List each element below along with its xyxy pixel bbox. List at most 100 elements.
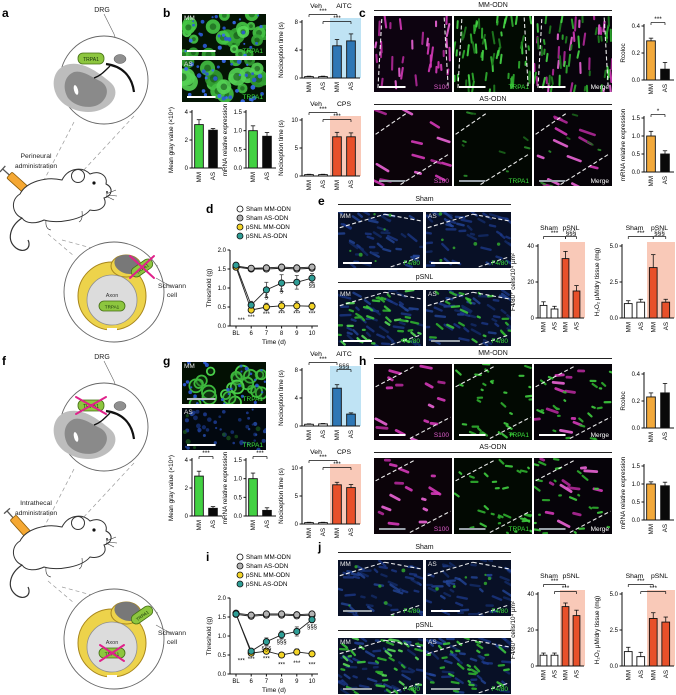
micrograph-stain-label: S100 bbox=[433, 178, 449, 185]
administration-label-line1: Perineural bbox=[21, 153, 52, 160]
svg-text:***: *** bbox=[263, 312, 271, 318]
svg-text:BL: BL bbox=[232, 331, 240, 337]
svg-text:***: *** bbox=[649, 585, 657, 592]
micrograph-s100-mm-odn: S100 bbox=[374, 16, 452, 92]
svg-text:0.0: 0.0 bbox=[632, 518, 641, 524]
svg-text:pSNL: pSNL bbox=[651, 573, 668, 580]
panel-f-diagram: DRG TRPA1 Intrathecal administration bbox=[3, 354, 186, 690]
drg-label: DRG bbox=[94, 354, 110, 361]
micrograph-stain-label: TRPA1 bbox=[242, 94, 263, 101]
svg-text:4: 4 bbox=[185, 458, 189, 464]
svg-text:6: 6 bbox=[250, 679, 254, 685]
header-sham-j-label: Sham bbox=[415, 544, 434, 551]
svg-text:***: *** bbox=[278, 662, 286, 668]
micrograph-corner-label: AS bbox=[428, 291, 437, 298]
panel-letter-b: b bbox=[163, 6, 171, 20]
svg-text:AITC: AITC bbox=[336, 351, 352, 358]
micrograph-corner-label: AS bbox=[428, 639, 437, 646]
svg-text:0.0: 0.0 bbox=[632, 78, 641, 84]
svg-text:10: 10 bbox=[309, 331, 316, 337]
trpa1-badge-label: TRPA1 bbox=[83, 57, 99, 63]
panel-letter-g: g bbox=[163, 354, 171, 368]
header-sham-j: Sham bbox=[338, 544, 511, 553]
svg-text:8: 8 bbox=[295, 368, 299, 374]
svg-text:0: 0 bbox=[531, 664, 535, 670]
svg-text:Nociception time (s): Nociception time (s) bbox=[278, 120, 285, 176]
svg-text:0.5: 0.5 bbox=[632, 152, 641, 158]
panel-letter-j: j bbox=[318, 540, 322, 554]
micrograph-corner-label: MM bbox=[340, 561, 351, 568]
micrograph-stain-label: F4/80 bbox=[403, 608, 420, 615]
micrograph-stain-label: F4/80 bbox=[403, 686, 420, 693]
chart-nociception-aitc-b: 0 4 8 MM AS MM AS Veh AITC *** *** Nociception time… bbox=[276, 0, 362, 109]
chart-mrna-b: 0.0 0.5 1.0 1.5 MM AS mRNA relative expression bbox=[220, 100, 276, 199]
svg-text:MM: MM bbox=[306, 82, 313, 92]
svg-text:***: *** bbox=[248, 315, 256, 321]
svg-text:***: *** bbox=[278, 312, 286, 318]
svg-text:***: *** bbox=[238, 318, 246, 324]
svg-text:20: 20 bbox=[527, 628, 534, 634]
svg-text:9: 9 bbox=[295, 679, 299, 685]
micrograph-stain-label: F4/80 bbox=[491, 608, 508, 615]
micrograph-stain-label: S100 bbox=[433, 526, 449, 533]
zoom-cone-line bbox=[55, 462, 135, 548]
chart-rcoloc-c: 0.0 0.2 0.4 MM AS *** Rcoloc bbox=[618, 14, 676, 111]
svg-text:4: 4 bbox=[295, 396, 299, 402]
chart-f480-j: 0 20 40 MM AS MM AS Sham pSNL *** *** F4/80⁺ cells/… bbox=[508, 570, 586, 695]
svg-text:*: * bbox=[657, 108, 660, 115]
svg-text:***: *** bbox=[319, 106, 327, 113]
svg-text:AS: AS bbox=[662, 432, 669, 440]
svg-text:***: *** bbox=[333, 113, 341, 120]
spinal-canal bbox=[73, 85, 79, 95]
chart-rcoloc-h: 0.0 0.2 0.4 MM AS Rcoloc bbox=[618, 362, 676, 459]
svg-text:Nociception time (s): Nociception time (s) bbox=[278, 370, 285, 426]
header-sham-e: Sham bbox=[338, 196, 511, 205]
header-as-odn-c-label: AS-ODN bbox=[479, 96, 507, 103]
svg-text:***: *** bbox=[308, 311, 316, 317]
mouse-ear bbox=[71, 516, 85, 530]
micrograph-s100-as-odn: S100 bbox=[374, 110, 452, 186]
mouse-tail bbox=[9, 564, 30, 599]
panel-letter-i: i bbox=[206, 550, 210, 564]
micrograph-corner-label: MM bbox=[340, 639, 351, 646]
knockout-x-icon bbox=[75, 396, 107, 415]
svg-text:0.5: 0.5 bbox=[632, 500, 641, 506]
svg-text:§: § bbox=[265, 295, 268, 301]
chart-mrna-c: 0.0 0.5 1.0 1.5 MM AS * mRNA relative expressio… bbox=[618, 106, 676, 203]
schwann-cell-diagram: Axon TRPA1 TRPA1 bbox=[63, 241, 171, 343]
micrograph-drg-mm: MM TRPA1 bbox=[182, 14, 266, 56]
svg-text:Nociception time (s): Nociception time (s) bbox=[278, 22, 285, 78]
chart-nociception-cps-g: 0 5 10 MM AS MM AS Veh CPS *** *** Nociception time… bbox=[276, 446, 362, 555]
svg-text:AS: AS bbox=[574, 322, 581, 330]
axon-circle bbox=[86, 274, 138, 326]
svg-text:Mean gray value (×10⁴): Mean gray value (×10⁴) bbox=[168, 455, 175, 521]
trpa1-badge-label: TRPA1 bbox=[83, 404, 99, 410]
micrograph-trpa1-mm-odn-h: TRPA1 bbox=[454, 364, 532, 440]
chart-mean-gray-g: 0 2 4 MM AS *** Mean gray value (×10⁴) bbox=[166, 448, 222, 547]
svg-text:AS: AS bbox=[348, 528, 355, 536]
svg-text:2.5: 2.5 bbox=[610, 628, 619, 634]
svg-text:MM: MM bbox=[541, 670, 548, 680]
svg-text:§§§: §§§ bbox=[261, 646, 271, 652]
svg-text:0: 0 bbox=[295, 76, 299, 82]
schwann-cell-label-line2: cell bbox=[167, 639, 178, 646]
svg-text:Time (d): Time (d) bbox=[262, 687, 286, 694]
micrograph-stain-label: TRPA1 bbox=[508, 178, 529, 185]
trpa1-badge-axon bbox=[98, 300, 126, 312]
svg-text:0: 0 bbox=[531, 316, 535, 322]
svg-text:***: *** bbox=[551, 230, 559, 237]
svg-text:MM: MM bbox=[250, 520, 257, 530]
svg-text:1.0: 1.0 bbox=[632, 482, 641, 488]
drg-ellipse bbox=[113, 401, 127, 411]
micrograph-stain-label: F4/80 bbox=[491, 686, 508, 693]
svg-text:0.5: 0.5 bbox=[234, 495, 243, 501]
micrograph-stain-label: TRPA1 bbox=[242, 396, 263, 403]
svg-text:***: *** bbox=[319, 454, 327, 461]
micrograph-drg-as-g: AS TRPA1 bbox=[182, 408, 266, 450]
svg-text:***: *** bbox=[333, 15, 341, 22]
micrograph-stain-label: S100 bbox=[433, 84, 449, 91]
svg-text:8: 8 bbox=[280, 679, 284, 685]
svg-text:***: *** bbox=[333, 461, 341, 468]
svg-text:***: *** bbox=[562, 585, 570, 592]
svg-text:MM: MM bbox=[306, 528, 313, 538]
